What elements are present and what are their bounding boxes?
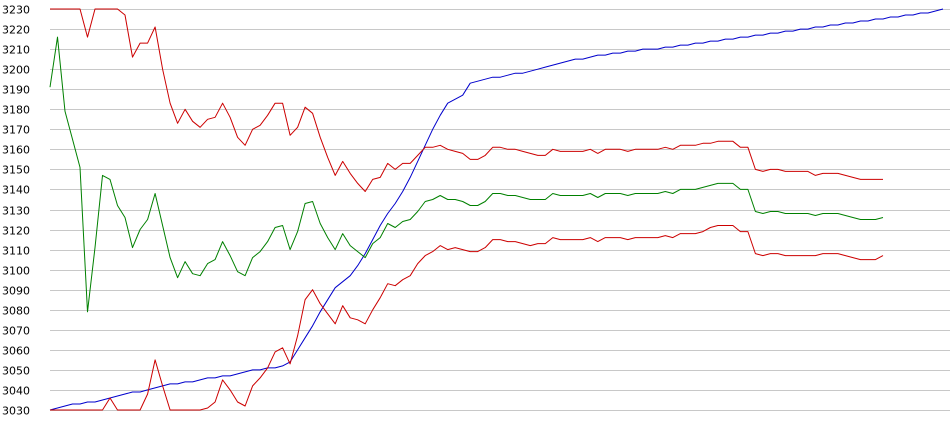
y-tick-label: 3050	[2, 365, 30, 378]
series-lines	[49, 8, 944, 411]
y-tick-label: 3210	[2, 44, 30, 57]
y-tick-label: 3030	[2, 405, 30, 418]
y-tick-label: 3120	[2, 225, 30, 238]
y-tick-label: 3040	[2, 385, 30, 398]
y-tick-label: 3140	[2, 184, 30, 197]
gridlines	[50, 9, 950, 411]
y-tick-label: 3110	[2, 245, 30, 258]
y-tick-label: 3190	[2, 84, 30, 97]
y-tick-label: 3230	[2, 4, 30, 17]
y-tick-label: 3170	[2, 124, 30, 137]
y-axis: 3030 3040 3050 3060 3070 3080 3090 3100 3110 3120…	[2, 4, 30, 418]
y-tick-label: 3080	[2, 305, 30, 318]
y-tick-label: 3150	[2, 164, 30, 177]
y-tick-label: 3070	[2, 325, 30, 338]
series-line-3	[49, 36, 884, 313]
series-line-4	[50, 225, 884, 411]
y-tick-label: 3130	[2, 205, 30, 218]
y-tick-label: 3200	[2, 64, 30, 77]
y-tick-label: 3220	[2, 24, 30, 37]
y-tick-label: 3090	[2, 285, 30, 298]
y-tick-label: 3160	[2, 144, 30, 157]
y-tick-label: 3060	[2, 345, 30, 358]
series-line-1	[49, 8, 944, 411]
y-tick-label: 3180	[2, 104, 30, 117]
series-line-2	[50, 8, 883, 192]
y-tick-label: 3100	[2, 265, 30, 278]
